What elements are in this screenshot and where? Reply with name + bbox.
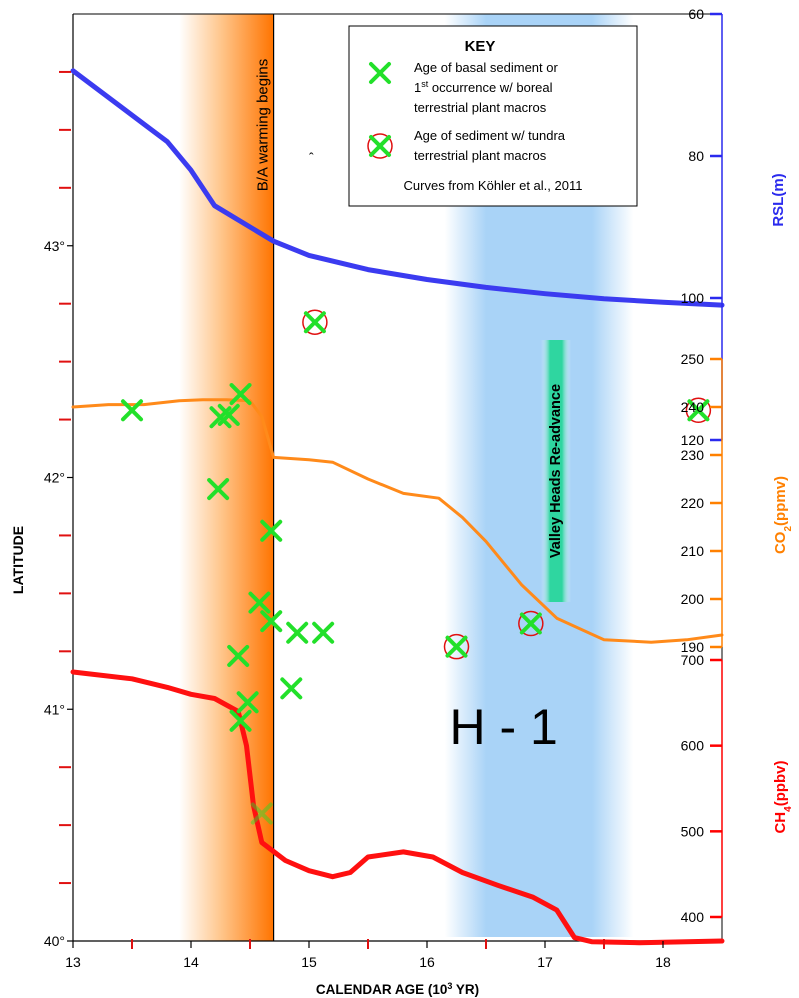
- ch4-curve: [70, 669, 725, 946]
- basal-point: [250, 802, 273, 825]
- legend-tundra-circle: [367, 133, 393, 159]
- co2-curve: [71, 398, 724, 644]
- tundra-point-circle: [302, 309, 328, 335]
- basal-point: [229, 383, 252, 406]
- basal-point: [280, 677, 303, 700]
- right-axis-tick-label: 60: [688, 6, 704, 22]
- x-tick-label: 15: [301, 954, 317, 970]
- right-axis-tick-label: 200: [681, 591, 705, 607]
- tundra-point: [303, 311, 326, 334]
- right-axis-title: RSL(m): [770, 173, 787, 226]
- legend-box: [348, 25, 638, 207]
- y-tick-label: 43°: [44, 238, 65, 254]
- basal-point: [260, 519, 283, 542]
- basal-point: [248, 591, 271, 614]
- basal-point: [207, 478, 230, 501]
- annotations: H - 1 ˆ: [309, 149, 558, 755]
- basal-point: [217, 403, 240, 426]
- basal-point: [236, 691, 259, 714]
- ba-warming-label: B/A warming begins: [255, 59, 272, 192]
- right-axis-tick-label: 220: [681, 495, 705, 511]
- valley-heads-label: Valley Heads Re-advance: [548, 384, 564, 558]
- valley-heads-band: [541, 340, 571, 602]
- data-points: [121, 309, 712, 825]
- right-axis-tick-label: 120: [681, 432, 705, 448]
- right-axis-tick-label: 80: [688, 148, 704, 164]
- proxy-curves: [70, 68, 725, 946]
- legend-note: Curves from Köhler et al., 2011: [404, 178, 583, 193]
- x-tick-label: 18: [655, 954, 671, 970]
- x-tick-label: 14: [183, 954, 199, 970]
- y-tick-label: 42°: [44, 470, 65, 486]
- h1-label: H - 1: [450, 699, 558, 755]
- tundra-point: [519, 612, 542, 635]
- right-axis-tick-label: 210: [681, 543, 705, 559]
- right-axis-tick-label: 400: [681, 909, 705, 925]
- x-tick-label: 13: [65, 954, 81, 970]
- right-axis-tick-label: 500: [681, 823, 705, 839]
- right-axis-tick-label: 240: [681, 399, 705, 415]
- legend-item-1-line-2: 1st occurrence w/ boreal: [414, 79, 553, 95]
- tundra-point-circle: [518, 610, 544, 637]
- right-axis-tick-label: 190: [681, 639, 705, 655]
- tundra-point-circle: [685, 397, 712, 424]
- axes: 40° 41° 42° 43° LATITUDE 13 14 15 16 17 18 CALENDAR…: [10, 6, 794, 997]
- legend-basal-marker: [369, 62, 391, 84]
- legend-tundra-marker: [369, 135, 391, 157]
- basal-point: [260, 610, 283, 633]
- rsl-curve: [70, 68, 725, 308]
- right-axis-tick-label: 230: [681, 447, 705, 463]
- y-tick-label: 41°: [44, 701, 65, 717]
- legend-title: KEY: [465, 38, 496, 55]
- y-tick-label: 40°: [44, 933, 65, 949]
- tundra-point: [445, 635, 468, 658]
- legend-item-2-line-2: terrestrial plant macros: [414, 148, 547, 163]
- basal-point: [286, 621, 309, 644]
- basal-point: [312, 621, 335, 644]
- tundra-point-circle: [443, 633, 470, 660]
- right-axis-tick-label: 700: [681, 652, 705, 668]
- tundra-point: [687, 399, 710, 422]
- caret-mark: ˆ: [309, 149, 314, 165]
- legend-item-2-line-1: Age of sediment w/ tundra: [414, 128, 566, 143]
- ba-warming-band: [179, 14, 274, 941]
- x-axis-label: CALENDAR AGE (103 YR): [316, 981, 479, 997]
- legend-item-1-line-1: Age of basal sediment or: [414, 60, 558, 75]
- right-axis-tick-label: 600: [681, 738, 705, 754]
- x-tick-label: 16: [419, 954, 435, 970]
- right-axis-title: CH4(ppbv): [772, 760, 794, 833]
- legend: KEY Age of basal sediment or 1st occurrenc…: [348, 25, 638, 207]
- right-axis-title: CO2(ppmv): [772, 476, 794, 554]
- basal-point: [121, 399, 143, 422]
- basal-point: [229, 709, 252, 732]
- legend-item-1-line-3: terrestrial plant macros: [414, 100, 547, 115]
- basal-point: [227, 644, 250, 667]
- right-axis-tick-label: 250: [681, 351, 705, 367]
- y-axis-label: LATITUDE: [10, 526, 26, 594]
- x-tick-label: 17: [537, 954, 553, 970]
- right-axis-tick-label: 100: [681, 290, 705, 306]
